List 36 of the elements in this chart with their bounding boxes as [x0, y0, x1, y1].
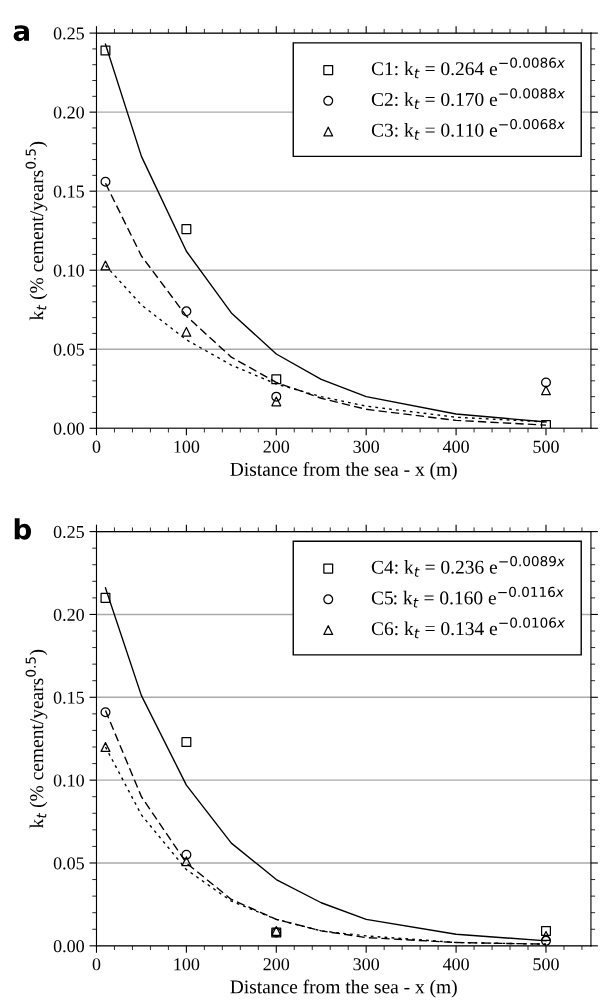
- y-tick-label: 0.00: [53, 422, 84, 435]
- x-tick-label: 500: [533, 958, 559, 971]
- legend-label: C1: k$_{t}$ = 0.264 e$^{−0.0086x}$: [371, 57, 566, 79]
- y-tick-label: 0.00: [53, 940, 84, 953]
- y-tick-label: 0.05: [53, 343, 84, 356]
- x-tick-label: 400: [442, 958, 469, 971]
- x-tick-label: 300: [353, 440, 380, 453]
- x-tick-label: 0: [92, 958, 101, 971]
- x-tick-label: 400: [442, 440, 469, 453]
- y-tick-label: 0.25: [53, 27, 84, 40]
- chart-title: b: [14, 518, 32, 540]
- y-tick-label: 0.20: [53, 608, 84, 621]
- x-axis-title: Distance from the sea - x (m): [230, 979, 457, 998]
- x-tick-label: 300: [353, 958, 380, 971]
- y-tick-label: 0.05: [53, 857, 84, 870]
- y-tick-label: 0.15: [53, 691, 84, 704]
- x-axis-title: Distance from the sea - x (m): [230, 462, 457, 480]
- y-axis-title: k$_{t}$ (% cement/years$^{0.5}$): [25, 141, 48, 321]
- x-tick-label: 200: [263, 958, 290, 971]
- y-tick-label: 0.15: [53, 185, 84, 198]
- legend-label: C4: k$_{t}$ = 0.236 e$^{−0.0089x}$: [371, 556, 566, 577]
- y-tick-label: 0.20: [53, 106, 84, 119]
- legend-label: C2: k$_{t}$ = 0.170 e$^{−0.0088x}$: [371, 88, 566, 109]
- y-axis-title: k$_{t}$ (% cement/years$^{0.5}$): [25, 649, 48, 829]
- x-tick-label: 100: [174, 440, 200, 453]
- y-tick-label: 0.10: [53, 774, 84, 787]
- x-tick-label: 200: [263, 440, 290, 453]
- y-tick-label: 0.25: [53, 525, 84, 539]
- x-tick-label: 500: [533, 440, 559, 453]
- chart-title: a: [13, 25, 29, 42]
- legend-label: C3: k$_{t}$ = 0.110 e$^{−0.0068x}$: [371, 118, 566, 140]
- legend-label: C5: k$_{t}$ = 0.160 e$^{−0.0116x}$: [371, 586, 564, 608]
- legend-label: C6: k$_{t}$ = 0.134 e$^{−0.0106x}$: [371, 617, 566, 639]
- x-tick-label: 0: [92, 440, 101, 453]
- x-tick-label: 100: [174, 958, 200, 971]
- y-tick-label: 0.10: [53, 264, 84, 277]
